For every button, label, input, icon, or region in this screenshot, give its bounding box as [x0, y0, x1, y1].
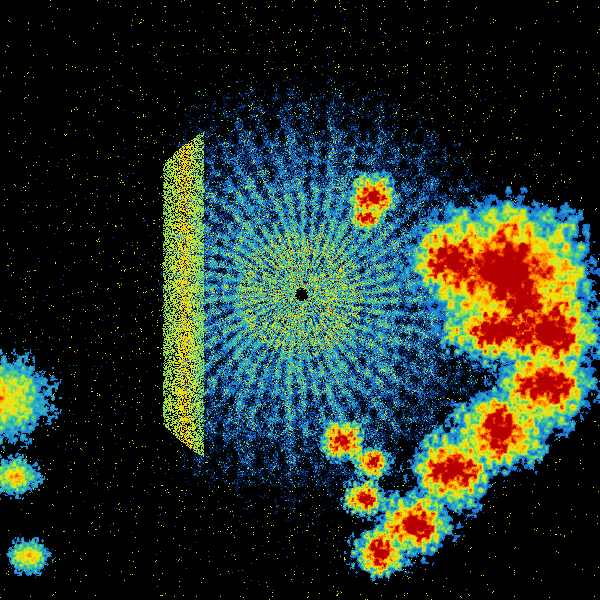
radar-reflectivity-canvas	[0, 0, 600, 600]
radar-image-viewport: Weather Radar Reflectivity Composite	[0, 0, 600, 600]
